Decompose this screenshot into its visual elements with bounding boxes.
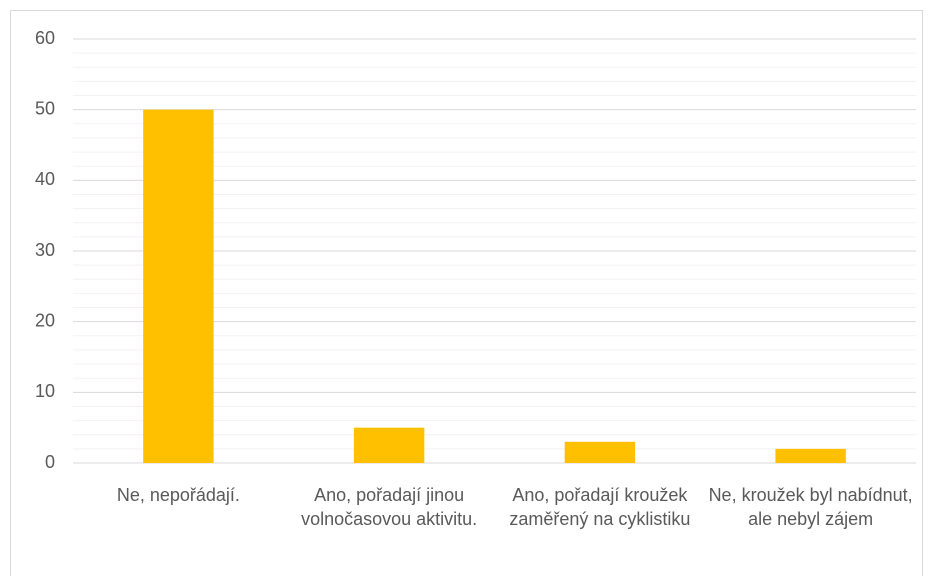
bar [353, 427, 425, 463]
y-tick-label: 0 [45, 452, 55, 472]
y-tick-label: 60 [35, 28, 55, 48]
x-tick-label: Ne, kroužek byl nabídnut, ale nebyl záje… [708, 485, 913, 529]
bar [775, 448, 846, 463]
y-tick-label: 50 [35, 98, 55, 118]
y-tick-label: 20 [35, 310, 55, 330]
y-tick-label: 40 [35, 169, 55, 189]
x-tick-label: Ne, nepořádají. [116, 485, 240, 505]
bar [143, 109, 214, 464]
chart-border [10, 10, 923, 576]
x-tick-label: Ano, pořadají kroužek zaměřený na cyklis… [509, 485, 691, 529]
bar [564, 441, 636, 463]
x-tick-label: Ano, pořadají jinou volnočasovou aktivit… [301, 485, 478, 529]
y-tick-label: 30 [35, 240, 55, 260]
y-tick-label: 10 [35, 381, 55, 401]
